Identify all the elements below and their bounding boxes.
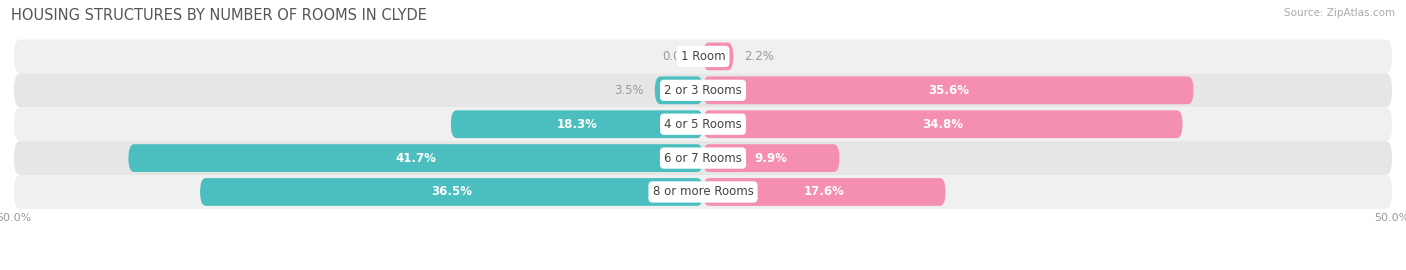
Text: HOUSING STRUCTURES BY NUMBER OF ROOMS IN CLYDE: HOUSING STRUCTURES BY NUMBER OF ROOMS IN… xyxy=(11,8,427,23)
FancyBboxPatch shape xyxy=(128,144,703,172)
Text: 35.6%: 35.6% xyxy=(928,84,969,97)
Text: 34.8%: 34.8% xyxy=(922,118,963,131)
Text: 2 or 3 Rooms: 2 or 3 Rooms xyxy=(664,84,742,97)
FancyBboxPatch shape xyxy=(655,76,703,104)
Text: 4 or 5 Rooms: 4 or 5 Rooms xyxy=(664,118,742,131)
FancyBboxPatch shape xyxy=(703,178,945,206)
FancyBboxPatch shape xyxy=(703,110,1182,138)
Text: 6 or 7 Rooms: 6 or 7 Rooms xyxy=(664,151,742,165)
FancyBboxPatch shape xyxy=(200,178,703,206)
FancyBboxPatch shape xyxy=(14,175,1392,209)
FancyBboxPatch shape xyxy=(703,76,1194,104)
Text: 18.3%: 18.3% xyxy=(557,118,598,131)
FancyBboxPatch shape xyxy=(14,73,1392,107)
Text: Source: ZipAtlas.com: Source: ZipAtlas.com xyxy=(1284,8,1395,18)
Text: 3.5%: 3.5% xyxy=(614,84,644,97)
Text: 41.7%: 41.7% xyxy=(395,151,436,165)
FancyBboxPatch shape xyxy=(451,110,703,138)
FancyBboxPatch shape xyxy=(14,107,1392,141)
FancyBboxPatch shape xyxy=(703,43,734,70)
FancyBboxPatch shape xyxy=(14,141,1392,175)
Text: 17.6%: 17.6% xyxy=(804,185,845,198)
Text: 2.2%: 2.2% xyxy=(744,50,775,63)
FancyBboxPatch shape xyxy=(703,144,839,172)
Text: 1 Room: 1 Room xyxy=(681,50,725,63)
Text: 9.9%: 9.9% xyxy=(755,151,787,165)
Text: 8 or more Rooms: 8 or more Rooms xyxy=(652,185,754,198)
Text: 36.5%: 36.5% xyxy=(432,185,472,198)
Text: 0.0%: 0.0% xyxy=(662,50,692,63)
FancyBboxPatch shape xyxy=(14,39,1392,73)
